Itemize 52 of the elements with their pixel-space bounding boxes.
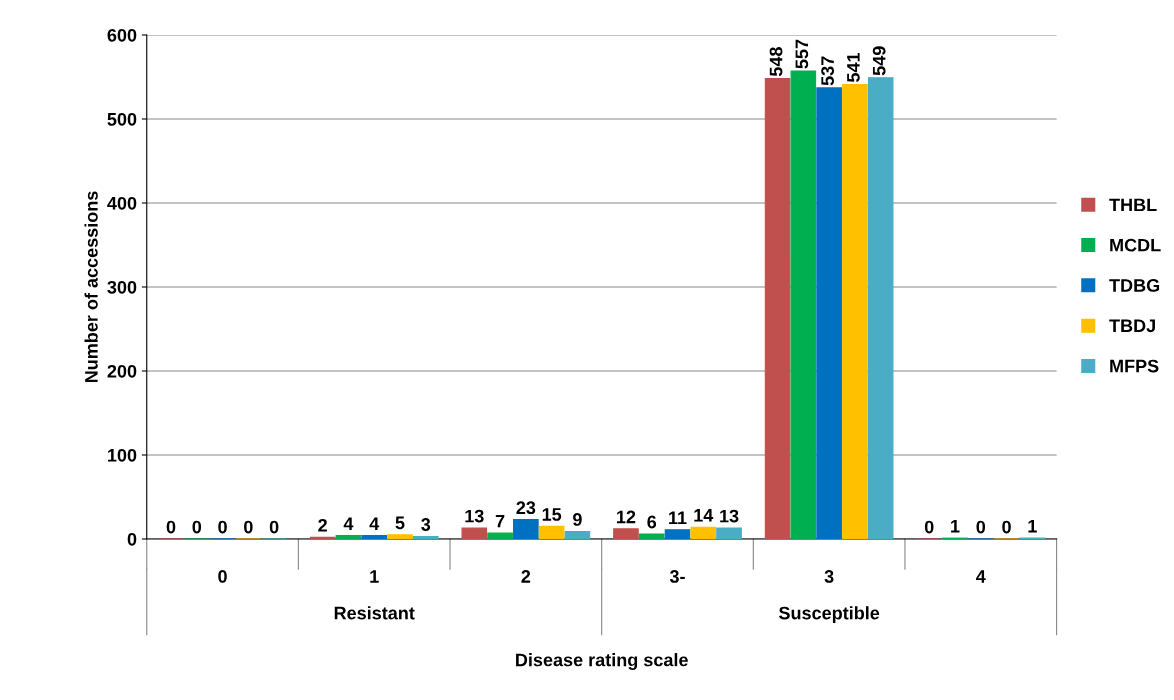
data-label: 9: [573, 513, 582, 526]
data-label: 23: [516, 501, 536, 515]
data-label: 0: [192, 520, 202, 534]
data-label: 0: [1002, 520, 1011, 534]
data-label: 0: [244, 520, 253, 534]
data-label: 4: [343, 517, 354, 530]
data-label: 1: [1028, 519, 1037, 533]
data-label: 2: [318, 518, 327, 532]
data-label: 0: [269, 520, 279, 534]
data-label: 7: [495, 514, 505, 528]
data-label: 13: [465, 509, 484, 523]
data-label: 0: [166, 520, 176, 534]
y-tick-label: 500: [107, 112, 137, 126]
data-label: 13: [720, 509, 739, 523]
legend-label: THBL: [1109, 198, 1157, 212]
data-label: 0: [976, 520, 986, 534]
data-label: 1: [951, 519, 960, 533]
data-label: 11: [669, 511, 687, 524]
data-label: 3: [421, 518, 431, 531]
data-label: 549: [872, 46, 886, 76]
data-label: 0: [924, 520, 934, 534]
x-tick-label: 0: [218, 570, 227, 583]
legend-label: MFPS: [1110, 359, 1159, 373]
y-tick-label: 300: [107, 280, 137, 294]
text: Resistant: [334, 606, 415, 620]
legend-label: MCDL: [1110, 238, 1161, 252]
y-tick-label: 0: [127, 532, 137, 546]
data-label: 537: [821, 56, 835, 86]
y-tick-label: 200: [107, 364, 137, 378]
data-label: 5: [395, 516, 405, 530]
data-label: 541: [847, 52, 860, 82]
x-tick-label: 2: [521, 570, 531, 583]
y-axis-title: Number of accessions: [84, 191, 98, 383]
x-tick-label: 3-: [669, 570, 685, 583]
data-label: 557: [795, 39, 809, 69]
text: Susceptible: [778, 606, 880, 624]
y-tick-label: 400: [107, 196, 137, 210]
legend-label: TDBG: [1109, 279, 1160, 292]
x-tick-label: 1: [370, 570, 379, 583]
data-label: 12: [617, 510, 636, 524]
data-label: 6: [647, 515, 657, 529]
x-axis-title: Disease rating scale: [516, 653, 688, 670]
y-tick-label: 600: [107, 28, 137, 42]
data-label: 14: [694, 509, 714, 522]
x-tick-label: 4: [976, 570, 986, 583]
x-tick-label: 3: [824, 570, 834, 583]
y-tick-label: 100: [108, 448, 137, 462]
data-label: 4: [369, 517, 380, 530]
legend-label: TBDJ: [1109, 319, 1155, 333]
data-label: 0: [218, 520, 227, 534]
data-label: 15: [542, 508, 562, 521]
data-label: 548: [769, 47, 783, 77]
